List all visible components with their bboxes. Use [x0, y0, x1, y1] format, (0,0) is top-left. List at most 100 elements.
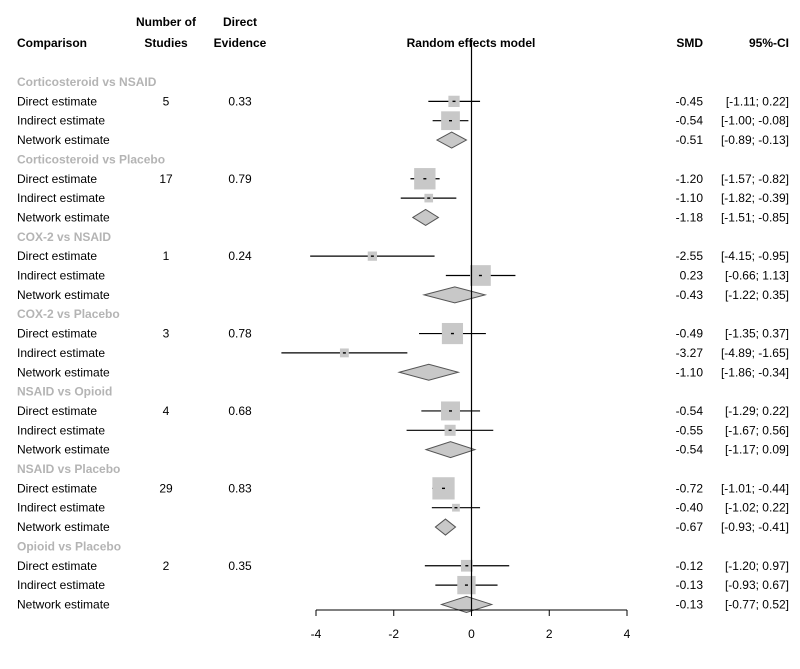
studies-count: 17 [159, 172, 173, 186]
smd-value: -1.18 [676, 210, 704, 224]
studies-count: 29 [159, 481, 173, 495]
ci-value: [-4.89; -1.65] [721, 346, 789, 360]
smd-value: -0.72 [676, 481, 704, 495]
ci-value: [-1.22; 0.35] [725, 288, 789, 302]
studies-count: 4 [163, 404, 170, 418]
header-direct-evidence-line2: Evidence [214, 36, 267, 50]
ci-value: [-1.35; 0.37] [725, 327, 789, 341]
row-label: Indirect estimate [17, 423, 105, 437]
row-label: Indirect estimate [17, 578, 105, 592]
direct-evidence-value: 0.83 [228, 481, 252, 495]
smd-value: -0.54 [676, 404, 704, 418]
row-label: Direct estimate [17, 249, 97, 263]
plot-area [281, 40, 516, 613]
ci-value: [-4.15; -0.95] [721, 249, 789, 263]
smd-value: 0.23 [680, 269, 704, 283]
smd-value: -0.55 [676, 423, 704, 437]
row-label: Indirect estimate [17, 269, 105, 283]
direct-evidence-value: 0.35 [228, 559, 252, 573]
smd-value: -1.20 [676, 172, 704, 186]
group-label: COX-2 vs Placebo [17, 307, 120, 321]
ci-value: [-1.20; 0.97] [725, 559, 789, 573]
group-label: NSAID vs Opioid [17, 385, 112, 399]
network-estimate-diamond [411, 208, 440, 227]
row-label: Network estimate [17, 133, 110, 147]
smd-value: -0.13 [676, 578, 704, 592]
ci-value: [-1.57; -0.82] [721, 172, 789, 186]
row-label: Direct estimate [17, 404, 97, 418]
smd-value: -0.43 [676, 288, 704, 302]
group-label: Corticosteroid vs NSAID [17, 75, 157, 89]
header-ci: 95%-CI [749, 36, 789, 50]
header-direct-evidence-line1: Direct [223, 15, 257, 29]
smd-value: -0.40 [676, 501, 704, 515]
group-label: COX-2 vs NSAID [17, 230, 111, 244]
network-estimate-diamond [435, 131, 468, 149]
ci-value: [-1.51; -0.85] [721, 210, 789, 224]
x-tick-label: -4 [311, 627, 322, 641]
x-axis: -4 -2 0 2 4 [311, 609, 631, 641]
smd-value: -2.55 [676, 249, 704, 263]
ci-value: [-1.01; -0.44] [721, 481, 789, 495]
direct-evidence-value: 0.79 [228, 172, 252, 186]
table-rows: Corticosteroid vs NSAID Direct estimate 5 0… [17, 75, 789, 611]
ci-value: [-0.89; -0.13] [721, 133, 789, 147]
header-smd: SMD [676, 36, 703, 50]
smd-value: -1.10 [676, 365, 704, 379]
group-label: Corticosteroid vs Placebo [17, 152, 165, 166]
ci-value: [-1.02; 0.22] [725, 501, 789, 515]
ci-value: [-1.17; 0.09] [725, 443, 789, 457]
ci-value: [-1.82; -0.39] [721, 191, 789, 205]
header-studies-line2: Studies [144, 36, 188, 50]
row-label: Direct estimate [17, 172, 97, 186]
network-estimate-diamond [397, 363, 461, 381]
row-label: Network estimate [17, 520, 110, 534]
row-label: Direct estimate [17, 327, 97, 341]
direct-evidence-value: 0.68 [228, 404, 252, 418]
ci-value: [-1.29; 0.22] [725, 404, 789, 418]
row-label: Network estimate [17, 365, 110, 379]
smd-value: -0.54 [676, 443, 704, 457]
x-tick-label: 4 [624, 627, 631, 641]
smd-value: -0.49 [676, 327, 704, 341]
ci-value: [-1.11; 0.22] [726, 94, 789, 108]
row-label: Network estimate [17, 210, 110, 224]
smd-value: -0.67 [676, 520, 704, 534]
studies-count: 5 [163, 94, 170, 108]
x-tick-label: -2 [388, 627, 399, 641]
smd-value: -0.13 [676, 597, 704, 611]
smd-value: -0.12 [676, 559, 704, 573]
group-label: NSAID vs Placebo [17, 462, 120, 476]
smd-value: -1.10 [676, 191, 704, 205]
studies-count: 2 [163, 559, 170, 573]
smd-value: -0.51 [676, 133, 704, 147]
smd-value: -0.45 [676, 94, 704, 108]
x-tick-label: 2 [546, 627, 553, 641]
network-estimate-diamond [434, 518, 457, 536]
header-comparison: Comparison [17, 36, 87, 50]
smd-value: -0.54 [676, 114, 704, 128]
ci-value: [-0.93; -0.41] [721, 520, 789, 534]
network-estimate-diamond [424, 441, 477, 459]
row-label: Network estimate [17, 443, 110, 457]
row-label: Indirect estimate [17, 191, 105, 205]
row-label: Direct estimate [17, 94, 97, 108]
network-estimate-diamond [422, 286, 488, 304]
column-headers: Comparison Number of Studies Direct Evid… [17, 15, 789, 50]
row-label: Network estimate [17, 597, 110, 611]
ci-value: [-1.86; -0.34] [721, 365, 789, 379]
row-label: Indirect estimate [17, 114, 105, 128]
ci-value: [-1.67; 0.56] [725, 423, 789, 437]
studies-count: 3 [163, 327, 170, 341]
studies-count: 1 [163, 249, 170, 263]
group-label: Opioid vs Placebo [17, 539, 121, 553]
row-label: Network estimate [17, 288, 110, 302]
row-label: Indirect estimate [17, 346, 105, 360]
ci-value: [-0.77; 0.52] [725, 597, 789, 611]
x-tick-label: 0 [468, 627, 475, 641]
row-label: Direct estimate [17, 559, 97, 573]
smd-value: -3.27 [676, 346, 704, 360]
row-label: Indirect estimate [17, 501, 105, 515]
direct-evidence-value: 0.78 [228, 327, 252, 341]
